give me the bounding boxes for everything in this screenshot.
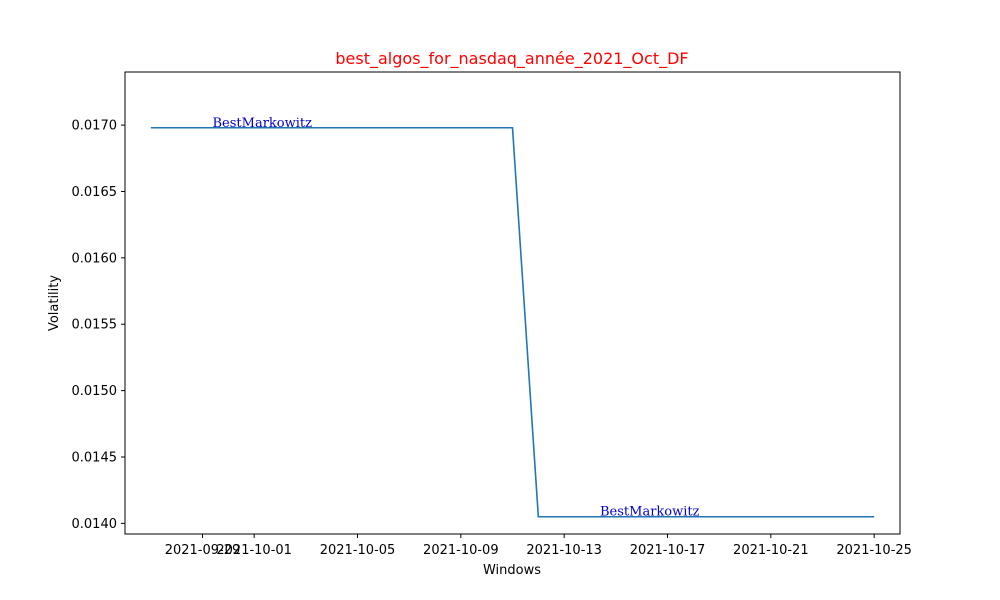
x-axis-label: Windows (483, 563, 541, 578)
series-line (150, 126, 875, 518)
y-tick-label: 0.0160 (72, 251, 118, 266)
x-tick-label: 2021-10-01 (216, 543, 292, 558)
y-axis-ticks: 0.0140 0.0145 0.0150 0.0155 0.0160 0.0165 0.01… (72, 119, 125, 532)
annotation-label: BestMarkowitz (213, 116, 313, 131)
y-tick-label: 0.0165 (72, 185, 118, 200)
x-tick-label: 2021-10-05 (320, 543, 396, 558)
annotation-label: BestMarkowitz (600, 505, 700, 520)
plot-frame (124, 71, 901, 535)
y-axis-label: Volatility (47, 275, 62, 331)
x-tick-label: 2021-10-25 (836, 543, 912, 558)
x-tick-label: 2021-10-21 (733, 543, 809, 558)
x-tick-label: 2021-09-29 (165, 543, 241, 558)
y-tick-label: 0.0155 (72, 318, 118, 333)
y-tick-label: 0.0140 (72, 517, 118, 532)
x-tick-label: 2021-10-17 (630, 543, 706, 558)
y-tick-label: 0.0170 (72, 119, 118, 134)
x-tick-label: 2021-10-13 (526, 543, 602, 558)
y-tick-label: 0.0145 (72, 451, 118, 466)
chart-title: best_algos_for_nasdaq_année_2021_Oct_DF (335, 49, 688, 69)
x-tick-label: 2021-10-09 (423, 543, 499, 558)
plot-area: BestMarkowitz BestMarkowitz (124, 71, 901, 535)
y-tick-label: 0.0150 (72, 384, 118, 399)
